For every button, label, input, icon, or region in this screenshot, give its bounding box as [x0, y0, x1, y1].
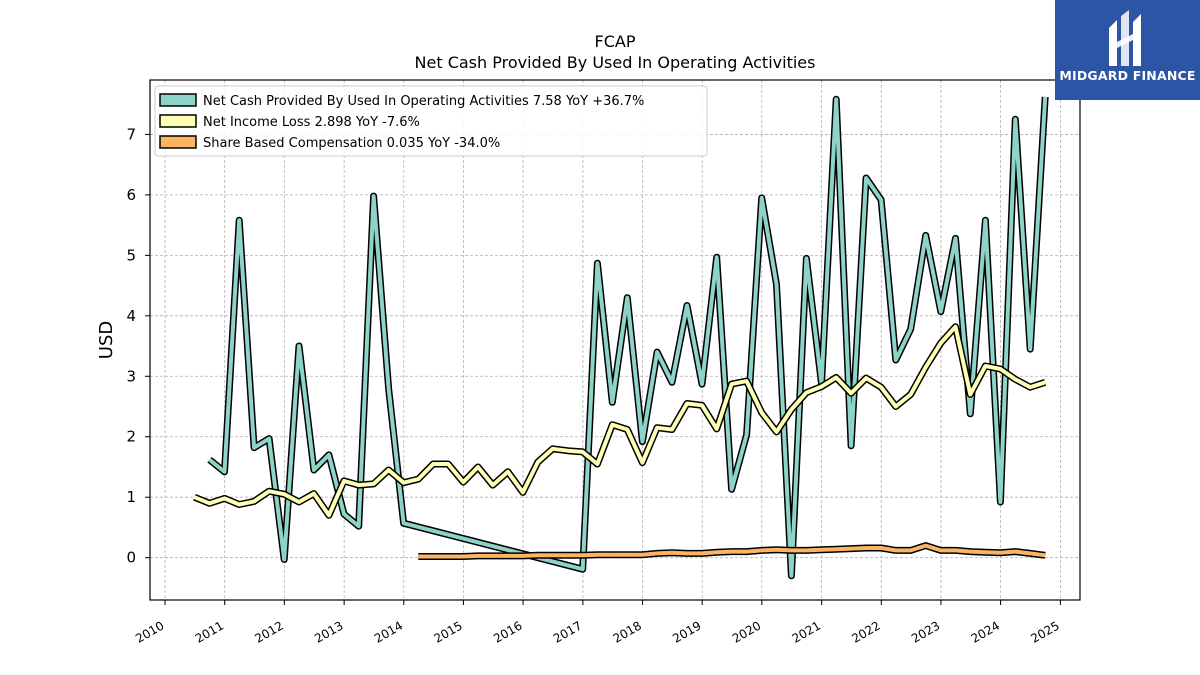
x-tick-label: 2011 — [193, 618, 226, 645]
x-tick-label: 2013 — [312, 618, 345, 645]
y-tick-label: 6 — [126, 186, 136, 204]
legend-swatch-net-income — [159, 114, 197, 128]
y-tick-label: 2 — [126, 428, 136, 446]
x-tick-label: 2016 — [491, 618, 524, 645]
series-lines — [193, 95, 1049, 580]
x-tick-label: 2024 — [969, 618, 1002, 645]
legend-entry-share-comp: Share Based Compensation 0.035 YoY -34.0… — [203, 136, 500, 151]
legend-swatch-share-comp — [159, 135, 197, 149]
x-tick-label: 2023 — [909, 618, 942, 645]
chart-subtitle: Net Cash Provided By Used In Operating A… — [415, 53, 816, 72]
x-tick-label: 2019 — [670, 618, 703, 645]
series-line-share-based-compensation — [418, 543, 1046, 559]
y-tick-label: 5 — [126, 246, 136, 264]
series-line-net-cash-provided-by-used-in-operating-activities — [208, 96, 1048, 578]
x-tick-label: 2015 — [431, 618, 464, 645]
x-tick-label: 2021 — [790, 618, 823, 645]
brand-name: MIDGARD FINANCE — [1059, 68, 1196, 83]
grid-lines — [150, 80, 1080, 600]
x-tick-label: 2014 — [372, 618, 405, 645]
y-tick-label: 4 — [126, 307, 136, 325]
legend: Net Cash Provided By Used In Operating A… — [154, 85, 708, 157]
x-tick-label: 2022 — [849, 618, 882, 645]
legend-entry-net-income: Net Income Loss 2.898 YoY -7.6% — [203, 115, 420, 130]
y-tick-label: 7 — [126, 125, 136, 143]
midgard-logo-icon — [1109, 10, 1141, 66]
y-tick-label: 3 — [126, 367, 136, 385]
x-tick-label: 2018 — [611, 618, 644, 645]
legend-entry-net-cash: Net Cash Provided By Used In Operating A… — [203, 94, 644, 109]
plot-area-frame — [149, 79, 1081, 601]
x-tick-label: 2025 — [1028, 618, 1061, 645]
y-tick-label: 0 — [126, 549, 136, 567]
legend-swatch-net-cash — [159, 93, 197, 107]
y-tick-label: 1 — [126, 488, 136, 506]
brand-logo: MIDGARD FINANCE — [1055, 0, 1200, 100]
series-line-net-income-loss — [193, 324, 1046, 518]
x-tick-label: 2010 — [133, 618, 166, 645]
x-tick-label: 2020 — [730, 618, 763, 645]
legend-box — [154, 85, 708, 157]
y-axis-label: USD — [96, 321, 117, 359]
x-tick-label: 2017 — [551, 618, 584, 645]
chart-title: FCAP — [595, 32, 636, 51]
x-tick-label: 2012 — [252, 618, 285, 645]
